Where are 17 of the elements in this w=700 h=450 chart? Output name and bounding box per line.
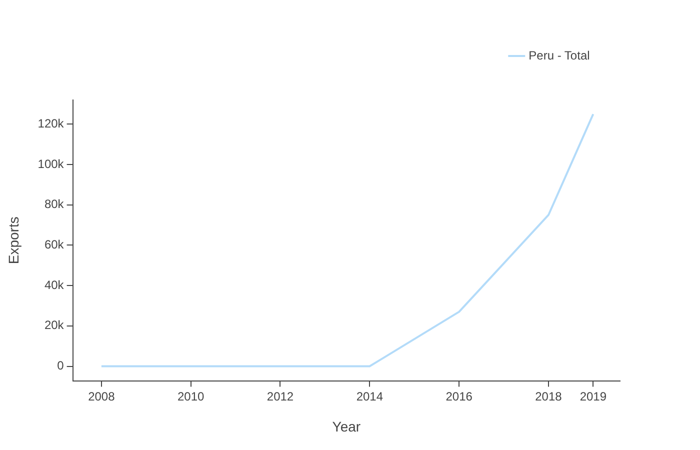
legend-label: Peru - Total xyxy=(528,48,590,62)
x-tick-label: 2012 xyxy=(266,389,294,404)
y-tick-label: 60k xyxy=(44,238,65,252)
y-tick-label: 120k xyxy=(38,116,65,131)
y-tick-label: 100k xyxy=(38,156,65,171)
x-tick-label: 2016 xyxy=(446,389,473,404)
x-tick-label: 2019 xyxy=(580,389,607,404)
x-axis-title: Year xyxy=(332,418,361,434)
y-tick-label: 40k xyxy=(44,278,65,292)
y-axis-title: Exports xyxy=(5,216,22,264)
x-tick-label: 2010 xyxy=(177,389,205,404)
x-tick-label: 2008 xyxy=(88,389,116,404)
y-tick-label: 20k xyxy=(44,318,65,332)
y-tick-label: 80k xyxy=(44,197,65,212)
x-tick-label: 2018 xyxy=(535,389,562,404)
y-tick-label: 0 xyxy=(57,358,64,373)
x-tick-label: 2014 xyxy=(356,389,384,404)
